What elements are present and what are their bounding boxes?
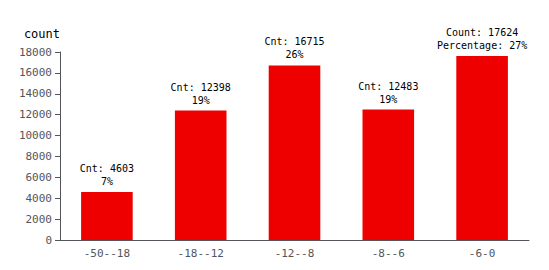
svg-text:-6-0: -6-0: [469, 247, 496, 260]
svg-text:2000: 2000: [26, 213, 53, 226]
svg-text:count: count: [24, 27, 60, 41]
svg-text:-8--6: -8--6: [372, 247, 405, 260]
svg-text:-50--18: -50--18: [84, 247, 130, 260]
svg-text:19%: 19%: [192, 95, 210, 106]
svg-text:-12--8: -12--8: [275, 247, 315, 260]
svg-text:7%: 7%: [101, 176, 113, 187]
svg-text:19%: 19%: [379, 94, 397, 105]
svg-text:Count: 17624: Count: 17624: [446, 27, 518, 38]
svg-text:8000: 8000: [26, 150, 53, 163]
svg-text:6000: 6000: [26, 171, 53, 184]
svg-text:Cnt: 4603: Cnt: 4603: [80, 163, 134, 174]
svg-text:Cnt: 12398: Cnt: 12398: [171, 82, 231, 93]
svg-text:4000: 4000: [26, 192, 53, 205]
svg-text:12000: 12000: [19, 108, 52, 121]
svg-text:18000: 18000: [19, 46, 52, 59]
svg-text:Cnt: 12483: Cnt: 12483: [358, 81, 418, 92]
svg-text:0: 0: [45, 234, 52, 247]
svg-text:14000: 14000: [19, 87, 52, 100]
svg-text:26%: 26%: [285, 49, 303, 60]
svg-text:-18--12: -18--12: [178, 247, 224, 260]
svg-text:Cnt: 16715: Cnt: 16715: [264, 36, 324, 47]
svg-text:10000: 10000: [19, 129, 52, 142]
svg-text:Percentage: 27%: Percentage: 27%: [437, 40, 527, 51]
svg-text:16000: 16000: [19, 66, 52, 79]
